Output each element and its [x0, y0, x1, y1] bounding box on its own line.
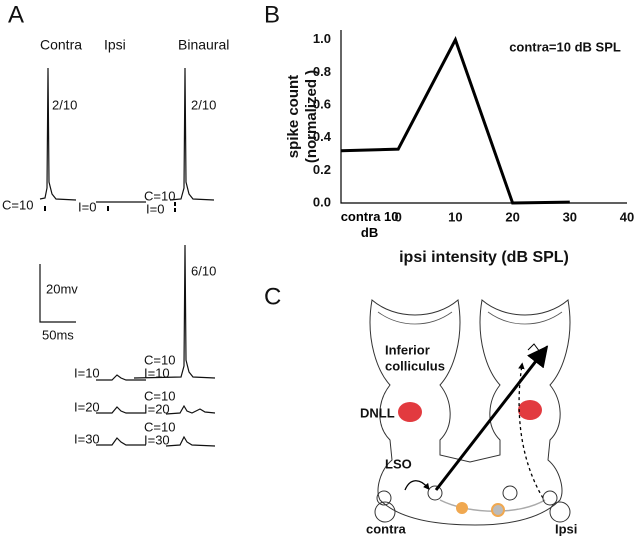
panel-label: A — [8, 1, 24, 28]
y-tick-label: 0.8 — [313, 64, 331, 79]
scale-label: 20mv — [46, 281, 78, 296]
neuron — [491, 503, 505, 517]
stim-marker — [107, 206, 109, 211]
y-axis-title: (normalized ) — [303, 70, 320, 163]
scale-label: 50ms — [42, 327, 74, 342]
dnll-left — [398, 402, 422, 422]
trace — [96, 437, 146, 446]
scale-bar — [39, 264, 76, 323]
cochlea — [374, 501, 396, 523]
condition-label: I=20 — [74, 399, 100, 414]
data-line — [340, 36, 570, 205]
region-label: DNLL — [360, 405, 395, 420]
condition-label: C=10 — [144, 419, 175, 434]
x-tick-label: 30 — [563, 209, 577, 224]
x-tick-label: 10 — [448, 209, 462, 224]
x-tick-label-text: contra 10 dB — [340, 209, 399, 240]
trace — [165, 435, 216, 447]
count-label: 6/10 — [191, 263, 216, 278]
count-label: 2/10 — [52, 97, 77, 112]
line-chart: 0.0 0.2 0.4 0.6 0.8 1.0 contra 10 dB0 10 20 30 40 i… — [285, 30, 634, 266]
y-tick-label: 0.4 — [313, 129, 332, 144]
cochlea — [549, 501, 571, 523]
brainstem-outline — [369, 299, 571, 526]
axis — [340, 30, 627, 204]
y-tick-label: 1.0 — [313, 31, 331, 46]
condition-label: I=0 — [78, 199, 96, 214]
dnll-right — [518, 400, 542, 420]
region-label: colliculus — [385, 358, 445, 373]
trace — [96, 374, 146, 381]
side-label: Ipsi — [555, 521, 577, 536]
trace — [169, 67, 215, 201]
neuron-ic — [527, 343, 548, 353]
x-axis-title: ipsi intensity (dB SPL) — [399, 249, 569, 266]
x-tick-label: 40 — [620, 209, 634, 224]
y-tick-label: 0.6 — [313, 97, 331, 112]
annotation: contra=10 dB SPL — [509, 39, 621, 54]
y-axis-title: spike count — [285, 75, 302, 158]
x-tick-label: 20 — [505, 209, 519, 224]
stim-marker — [174, 202, 176, 206]
panel-label: B — [264, 1, 280, 28]
projection-arrow — [518, 362, 544, 499]
projection-arrow — [434, 345, 549, 491]
condition-label: I=0 — [146, 201, 164, 216]
input-arrow — [404, 480, 430, 491]
condition-label: C=10 — [144, 388, 175, 403]
condition-label: I=30 — [144, 432, 170, 447]
region-label: Inferior — [385, 342, 430, 357]
condition-label: I=10 — [74, 365, 100, 380]
trace — [133, 244, 216, 379]
condition-label: C=10 — [144, 188, 175, 203]
region-label: LSO — [385, 456, 412, 471]
condition-label: I=30 — [74, 431, 100, 446]
ic-inner — [377, 311, 563, 325]
lso — [427, 485, 443, 501]
trace — [165, 404, 216, 415]
stim-marker — [44, 206, 46, 211]
x-tick-label: 0 — [395, 209, 402, 224]
side-label: contra — [366, 521, 407, 536]
x-tick-label: contra 10 dB — [340, 209, 399, 240]
neuron — [456, 502, 468, 514]
column-title: Contra — [40, 37, 82, 53]
condition-label: I=20 — [144, 401, 170, 416]
condition-label: I=10 — [144, 365, 170, 380]
trace — [39, 67, 77, 201]
column-title: Binaural — [178, 37, 229, 53]
column-title: Ipsi — [104, 37, 126, 53]
condition-label: C=10 — [144, 352, 175, 367]
stim-marker — [174, 208, 176, 212]
y-tick-label: 0.2 — [313, 162, 331, 177]
count-label: 2/10 — [191, 97, 216, 112]
cochlea — [376, 490, 392, 506]
y-tick-label: 0.0 — [313, 194, 331, 209]
lso — [502, 485, 518, 501]
trace — [96, 406, 146, 414]
cochlea — [542, 490, 558, 506]
panel-label: C — [264, 283, 281, 310]
condition-label: C=10 — [2, 197, 33, 212]
